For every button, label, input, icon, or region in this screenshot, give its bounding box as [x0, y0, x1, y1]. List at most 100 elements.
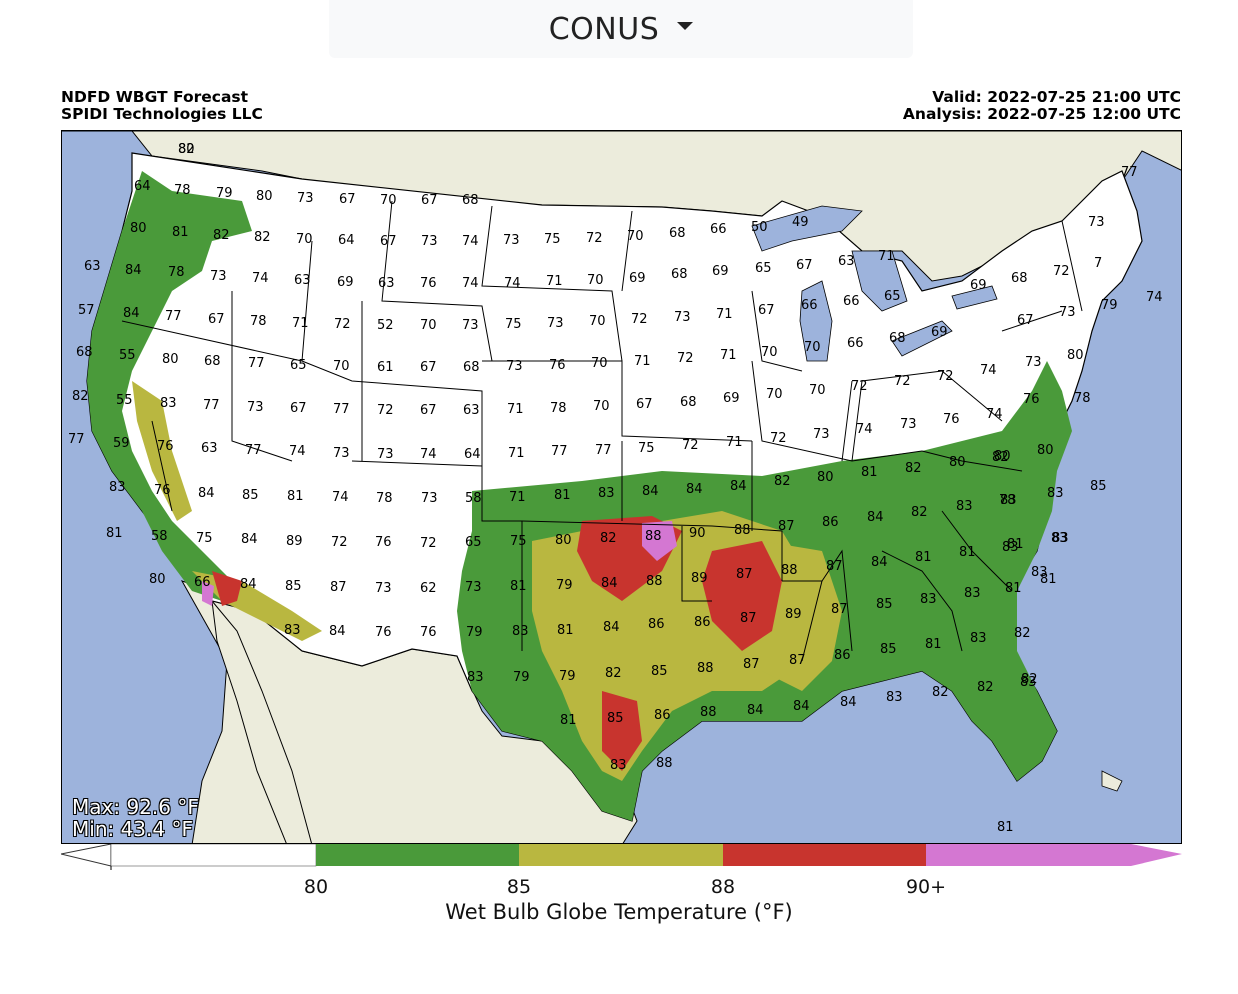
station-value: 70 [809, 383, 826, 398]
station-value: 81 [1005, 581, 1022, 596]
station-value: 70 [761, 345, 778, 360]
state-boundaries [121, 200, 1083, 662]
station-value: 81 [106, 526, 123, 541]
station-value: 63 [201, 441, 218, 456]
station-value: 74 [980, 363, 997, 378]
station-value: 76 [943, 412, 960, 427]
station-value: 76 [549, 358, 566, 373]
station-value: 80 [162, 352, 179, 367]
station-value: 83 [598, 486, 615, 501]
station-value: 83 [467, 670, 484, 685]
station-value: 76 [154, 483, 171, 498]
station-value: 55 [119, 348, 136, 363]
station-value: 80 [1067, 348, 1084, 363]
station-value: 84 [642, 484, 659, 499]
station-value: 88 [734, 523, 751, 538]
station-value: 72 [420, 536, 437, 551]
station-value: 81 [554, 488, 571, 503]
station-value: 73 [462, 318, 479, 333]
station-value: 68 [889, 331, 906, 346]
station-value: 80 [949, 455, 966, 470]
map-svg [62, 131, 1181, 843]
station-value: 84 [730, 479, 747, 494]
station-value: 67 [758, 303, 775, 318]
station-value: 82 [977, 680, 994, 695]
station-value: 81 [557, 623, 574, 638]
station-value: 83 [284, 623, 301, 638]
lake-erie [891, 320, 953, 357]
station-value: 79 [513, 670, 530, 685]
colorbar-tick-80: 80 [303, 876, 329, 898]
station-value: 77 [165, 309, 182, 324]
station-value: 79 [466, 625, 483, 640]
colorbar-below80 [61, 844, 112, 867]
station-value: 71 [292, 316, 309, 331]
station-value: 84 [123, 306, 140, 321]
station-value: 72 [631, 312, 648, 327]
station-value: 83 [920, 592, 937, 607]
station-value: 86 [834, 648, 851, 663]
station-value: 73 [503, 233, 520, 248]
station-value: 67 [636, 397, 653, 412]
station-value: 68 [1011, 271, 1028, 286]
station-value: 63 [378, 276, 395, 291]
station-value: 90 [689, 526, 706, 541]
station-value: 62 [420, 581, 437, 596]
island-shape [1101, 770, 1123, 792]
station-value: 74 [1146, 290, 1163, 305]
colorbar-white [110, 844, 317, 867]
station-value: 71 [720, 348, 737, 363]
wbgt-map [61, 130, 1182, 844]
station-value: 50 [751, 220, 768, 235]
station-value: 59 [113, 436, 130, 451]
station-value: 83 [1052, 531, 1069, 546]
station-value: 84 [867, 510, 884, 525]
colorbar-title: Wet Bulb Globe Temperature (°F) [445, 900, 793, 924]
region-dropdown[interactable]: CONUS [329, 0, 913, 58]
station-value: 70 [589, 314, 606, 329]
station-value: 73 [421, 234, 438, 249]
station-value: 77 [203, 398, 220, 413]
organization-label: SPIDI Technologies LLC [61, 105, 263, 123]
station-value: 72 [894, 374, 911, 389]
station-value: 67 [420, 403, 437, 418]
station-value: 80 [817, 470, 834, 485]
station-value: 74 [856, 422, 873, 437]
station-value: 66 [801, 298, 818, 313]
station-value: 82 [932, 685, 949, 700]
station-value: 83 [109, 480, 126, 495]
station-value: 89 [286, 534, 303, 549]
station-value: 83 [1051, 531, 1068, 546]
station-value: 73 [210, 269, 227, 284]
station-value: 73 [1025, 355, 1042, 370]
station-value: 79 [216, 186, 233, 201]
station-value: 83 [1031, 565, 1048, 580]
station-value: 75 [505, 317, 522, 332]
station-value: 65 [290, 358, 307, 373]
station-value: 80 [1037, 443, 1054, 458]
station-value: 79 [1101, 298, 1118, 313]
station-value: 87 [740, 611, 757, 626]
station-value: 82 [178, 142, 195, 157]
station-value: 81 [959, 545, 976, 560]
station-value: 67 [208, 312, 225, 327]
station-value: 70 [804, 340, 821, 355]
station-value: 78 [168, 265, 185, 280]
station-value: 82 [1014, 626, 1031, 641]
station-value: 76 [420, 276, 437, 291]
station-value: 49 [792, 215, 809, 230]
station-value: 77 [1121, 165, 1138, 180]
station-value: 76 [420, 625, 437, 640]
station-value: 70 [587, 273, 604, 288]
station-value: 84 [603, 620, 620, 635]
station-value: 87 [736, 567, 753, 582]
station-value: 58 [151, 529, 168, 544]
station-value: 88 [646, 574, 663, 589]
station-value: 66 [194, 575, 211, 590]
station-value: 71 [509, 490, 526, 505]
station-value: 65 [884, 289, 901, 304]
station-value: 80 [994, 449, 1011, 464]
station-value: 83 [610, 758, 627, 773]
station-value: 72 [377, 403, 394, 418]
station-value: 73 [1059, 305, 1076, 320]
